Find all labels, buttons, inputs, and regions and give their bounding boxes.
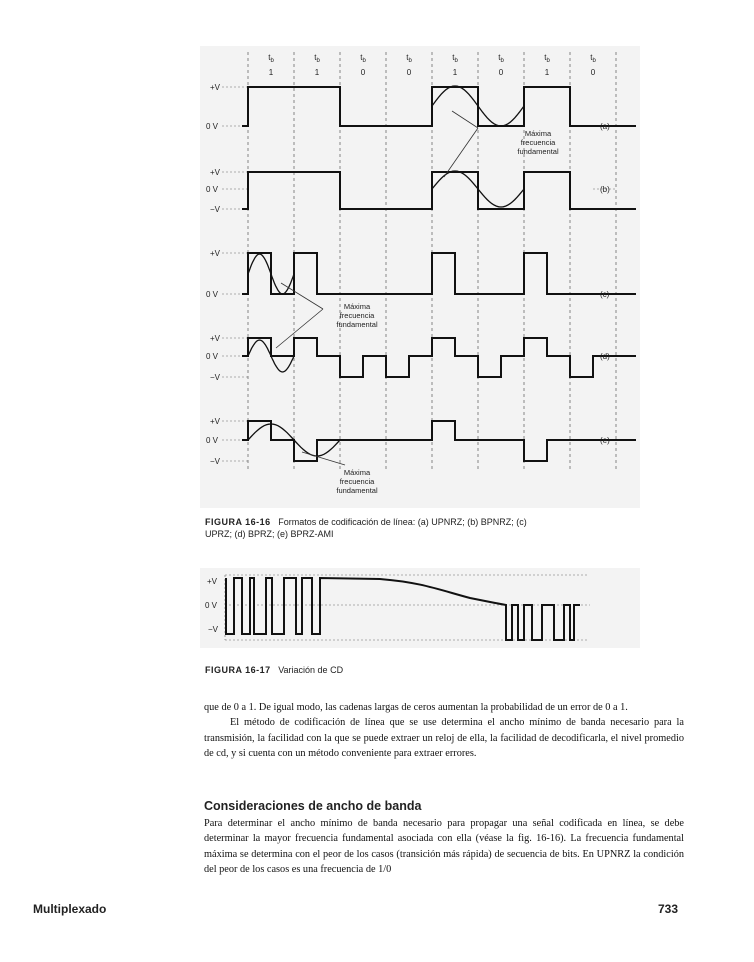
panel-label: (d): [600, 352, 610, 361]
bit-header: tb 1 tb 1 tb 0 tb 0 tb 1 tb 0 tb 1 tb 0: [268, 53, 596, 77]
pointer-c1: [280, 282, 324, 310]
waveform-upnrz: [242, 86, 636, 127]
sine-bprz: [247, 339, 295, 373]
bit-value: 0: [591, 68, 596, 77]
waveform-uprz: [242, 252, 636, 295]
panel-label: (e): [600, 436, 610, 445]
bit-period-subscript: b: [362, 58, 366, 64]
sine-uprz: [247, 253, 295, 295]
waveform-bprz: [242, 337, 636, 378]
figure-16-16-caption-line-2: UPRZ; (d) BPRZ; (e) BPRZ-AMI: [205, 529, 334, 539]
bit-period-label: tb: [406, 53, 412, 64]
level-label: +V: [210, 168, 221, 177]
figure-16-17: +V 0 V −V: [205, 574, 590, 641]
level-label: 0 V: [206, 122, 219, 131]
annotation-e-line: fundamental: [336, 486, 378, 495]
level-label: 0 V: [206, 352, 219, 361]
annotation-e-line: Máxima: [344, 468, 371, 477]
level-label: +V: [210, 417, 221, 426]
level-labels: +V 0 V +V 0 V −V +V 0 V +V 0 V −V +V 0 V −V: [206, 83, 221, 466]
figure-16-17-caption-text: Variación de CD: [278, 665, 344, 675]
panel-label: (c): [600, 290, 610, 299]
level-label: +V: [210, 83, 221, 92]
bit-period-label: tb: [314, 53, 320, 64]
annotation-e-line: frecuencia: [340, 477, 375, 486]
annotation-a-line: fundamental: [517, 147, 559, 156]
footer-section-name: Multiplexado: [33, 902, 107, 916]
panel-label: (b): [600, 185, 610, 194]
bit-value: 1: [453, 68, 458, 77]
bit-period-subscript: b: [454, 58, 458, 64]
bit-value: 0: [499, 68, 504, 77]
pointer-e: [301, 451, 346, 466]
waveform-ami: [242, 420, 636, 462]
page-number: 733: [658, 902, 679, 916]
annotation-c-line: Máxima: [344, 302, 371, 311]
paragraph-2: El método de codificación de línea que s…: [204, 717, 684, 760]
dc-plus-v-label: +V: [207, 577, 218, 586]
bit-value: 1: [545, 68, 550, 77]
level-label: −V: [210, 373, 221, 382]
pointer-a2: [443, 127, 479, 178]
bit-period-subscript: b: [592, 58, 596, 64]
annotation-c-line: fundamental: [336, 320, 378, 329]
level-label: 0 V: [206, 185, 219, 194]
figure-16-16: tb 1 tb 1 tb 0 tb 0 tb 1 tb 0 tb 1 tb 0 +V 0 V +V 0 V −V +V 0…: [206, 52, 636, 495]
level-label: 0 V: [206, 290, 219, 299]
paragraph-1: que de 0 a 1. De igual modo, las cadenas…: [204, 702, 628, 713]
figure-16-16-background: [200, 46, 640, 508]
bit-period-subscript: b: [270, 58, 274, 64]
level-label: −V: [210, 205, 221, 214]
waveforms: [242, 86, 636, 462]
bit-period-subscript: b: [546, 58, 550, 64]
bit-period-subscript: b: [316, 58, 320, 64]
bit-value: 1: [315, 68, 320, 77]
bit-period-label: tb: [360, 53, 366, 64]
figure-16-16-caption: FIGURA 16-16 Formatos de codificación de…: [205, 516, 645, 540]
bit-period-label: tb: [452, 53, 458, 64]
level-label: +V: [210, 334, 221, 343]
level-label: +V: [210, 249, 221, 258]
level-label: 0 V: [206, 436, 219, 445]
level-label: −V: [210, 457, 221, 466]
waveform-bpnrz: [242, 171, 636, 210]
section-heading: Consideraciones de ancho de banda: [204, 799, 422, 813]
dc-wander-waveform: [225, 576, 580, 641]
body-paragraphs: que de 0 a 1. De igual modo, las cadenas…: [204, 700, 684, 762]
bit-value: 0: [361, 68, 366, 77]
figure-16-16-label: FIGURA 16-16: [205, 517, 271, 527]
sine-bpnrz: [431, 170, 525, 208]
annotation-c-line: frecuencia: [340, 311, 375, 320]
figure-16-17-caption: FIGURA 16-17 Variación de CD: [205, 664, 645, 676]
fundamental-sine-overlays: [247, 85, 525, 457]
dc-minus-v-label: −V: [208, 625, 219, 634]
pointer-c2: [275, 308, 324, 349]
bit-period-label: tb: [590, 53, 596, 64]
level-reference-lines: [222, 86, 615, 462]
dc-zero-v-label: 0 V: [205, 601, 218, 610]
sine-ami: [247, 423, 341, 457]
bit-period-subscript: b: [408, 58, 412, 64]
figure-16-17-label: FIGURA 16-17: [205, 665, 271, 675]
sine-upnrz: [431, 85, 525, 127]
annotation-a-line: Máxima: [525, 129, 552, 138]
body-paragraph-3: Para determinar el ancho mínimo de banda…: [204, 816, 684, 878]
bit-value: 1: [269, 68, 274, 77]
panel-label: (a): [600, 122, 610, 131]
panel-labels: (a) (b) (c) (d) (e): [600, 122, 610, 445]
bit-period-subscript: b: [500, 58, 504, 64]
bit-value: 0: [407, 68, 412, 77]
bit-period-label: tb: [544, 53, 550, 64]
pointer-a1: [451, 110, 479, 129]
bit-period-gridlines: [247, 52, 617, 470]
figure-16-16-caption-line-1: Formatos de codificación de línea: (a) U…: [278, 517, 527, 527]
bit-period-label: tb: [498, 53, 504, 64]
paragraph-3: Para determinar el ancho mínimo de banda…: [204, 818, 684, 876]
bit-period-label: tb: [268, 53, 274, 64]
max-frequency-annotations: MáximafrecuenciafundamentalMáximafrecuen…: [275, 110, 559, 495]
annotation-a-line: frecuencia: [521, 138, 556, 147]
